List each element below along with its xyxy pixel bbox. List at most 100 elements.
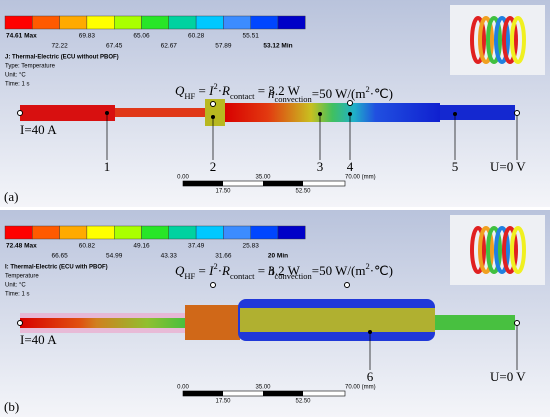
- equation-part: ·℃): [370, 263, 393, 278]
- info-line: Type: Temperature: [5, 64, 56, 70]
- equation-part: = 3.2 W: [255, 263, 301, 278]
- equation-part: I: [208, 263, 214, 278]
- legend-label: 74.61 Max: [6, 33, 37, 40]
- equation-part: 2: [365, 261, 369, 271]
- legend-swatch: [277, 15, 306, 30]
- scale-label: 0.00: [177, 385, 189, 391]
- legend-swatch: [59, 15, 88, 30]
- rod: [240, 308, 435, 332]
- scale-label: 35.00: [255, 175, 271, 181]
- inset-ring: [502, 226, 518, 274]
- legend-label: 66.65: [51, 253, 68, 260]
- marker-label: 4: [347, 159, 354, 174]
- info-line: Unit: °C: [5, 73, 26, 79]
- inset-ring: [486, 16, 502, 64]
- panel: 72.48 Max 60.82 49.16 37.49 25.83 66.65 54.99 4…: [0, 210, 550, 417]
- marker-dot: [348, 112, 352, 116]
- inset-ring: [486, 226, 502, 274]
- equation-part: convection: [275, 94, 313, 104]
- inset-ring: [510, 226, 526, 274]
- scale-bar: [183, 391, 223, 396]
- rod: [20, 318, 190, 328]
- legend-label: 53.12 Min: [263, 43, 292, 50]
- info-line: Time: 1 s: [5, 292, 29, 298]
- rod: [20, 105, 115, 121]
- panel-label: (a): [4, 189, 18, 204]
- legend-label: 60.82: [79, 243, 96, 250]
- scale-label: 52.50: [295, 399, 311, 405]
- panel-label: (b): [4, 399, 19, 414]
- equation: hconvection=50 W/(m2·℃): [268, 84, 393, 104]
- equation-part: ·℃): [370, 86, 393, 101]
- equation-part: Q: [175, 83, 185, 98]
- current-label: I=40 A: [20, 122, 57, 137]
- legend-label: 37.49: [188, 243, 205, 250]
- legend-label: 57.89: [215, 43, 232, 50]
- legend-swatch: [86, 225, 115, 240]
- scale-label: 17.50: [215, 189, 231, 195]
- node: [344, 282, 350, 288]
- legend-swatch: [113, 225, 142, 240]
- legend-label: 49.16: [133, 243, 150, 250]
- marker-label: 5: [452, 159, 459, 174]
- equation-part: HF: [184, 271, 195, 281]
- scale-label: 17.50: [215, 399, 231, 405]
- equation: hconvection=50 W/(m2·℃): [268, 261, 393, 281]
- node: [210, 101, 216, 107]
- legend-swatch: [32, 225, 60, 240]
- legend-label: 67.45: [106, 43, 123, 50]
- legend-swatch: [4, 225, 33, 240]
- inset-ring: [502, 16, 518, 64]
- scale-label: 70.00 (mm): [345, 385, 376, 391]
- node: [210, 282, 216, 288]
- equation-part: 2: [365, 84, 369, 94]
- equation-part: ·: [218, 83, 222, 98]
- marker-dot: [211, 115, 215, 119]
- legend-swatch: [195, 15, 224, 30]
- marker-dot: [318, 112, 322, 116]
- legend-swatch: [4, 15, 33, 30]
- marker-label: 3: [317, 159, 324, 174]
- equation-part: convection: [275, 271, 313, 281]
- info-line: J: Thermal-Electric (ECU without PBOF): [5, 55, 119, 61]
- legend-label: 25.83: [243, 243, 260, 250]
- equation-part: 2: [213, 81, 217, 91]
- equation-part: contact: [230, 271, 255, 281]
- legend-label: 20 Min: [268, 253, 288, 260]
- equation-part: R: [221, 263, 230, 278]
- legend-swatch: [223, 225, 251, 240]
- legend-label: 65.06: [133, 33, 150, 40]
- equation-part: contact: [230, 91, 255, 101]
- legend-swatch: [250, 225, 279, 240]
- equation-part: h: [268, 86, 275, 101]
- equation-part: =: [195, 83, 209, 98]
- node: [17, 110, 23, 116]
- equation-part: Q: [175, 263, 185, 278]
- scale-bar: [263, 391, 303, 396]
- equation-part: ·: [218, 263, 222, 278]
- legend-swatch: [113, 15, 142, 30]
- inset-ring: [494, 16, 510, 64]
- equation-part: = 3.2 W: [255, 83, 301, 98]
- panel: 74.61 Max 69.83 65.06 60.28 55.51 72.22 67.45 6…: [0, 0, 550, 207]
- scale-label: 70.00 (mm): [345, 175, 376, 181]
- equation-part: =: [195, 263, 209, 278]
- legend-label: 62.67: [161, 43, 178, 50]
- voltage-label: U=0 V: [490, 159, 526, 174]
- inset-ring: [478, 16, 494, 64]
- inset-ring: [478, 226, 494, 274]
- equation-part: =50 W/(m: [312, 263, 366, 278]
- node: [17, 320, 23, 326]
- scale-label: 35.00: [255, 385, 271, 391]
- info-line: Unit: °C: [5, 283, 26, 289]
- equation-part: h: [268, 263, 275, 278]
- legend-swatch: [168, 225, 197, 240]
- scale-label: 52.50: [295, 189, 311, 195]
- legend-swatch: [250, 15, 279, 30]
- legend-label: 54.99: [106, 253, 123, 260]
- marker-dot: [368, 330, 372, 334]
- legend-label: 43.33: [161, 253, 178, 260]
- rod: [185, 305, 240, 340]
- inset-ring: [470, 16, 486, 64]
